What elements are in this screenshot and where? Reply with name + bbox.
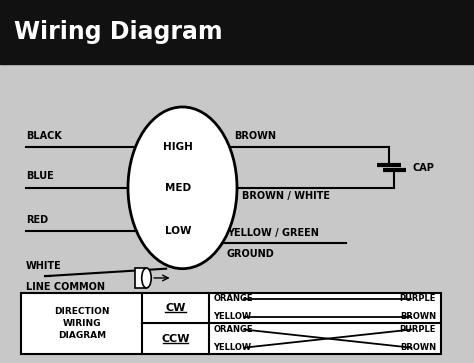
Text: CW: CW [165,303,185,313]
Text: DIRECTION
WIRING
DIAGRAM: DIRECTION WIRING DIAGRAM [54,307,109,340]
Text: MED: MED [164,183,191,193]
Bar [0,64,474,363]
Text: YELLOW: YELLOW [213,313,251,322]
Text: LOW: LOW [164,226,191,236]
Text: RED: RED [26,215,48,225]
Text: GROUND: GROUND [227,249,275,259]
Text: CAP: CAP [412,163,434,172]
Text: BROWN: BROWN [235,131,276,141]
Text: ORANGE: ORANGE [213,294,253,303]
Bar [135,268,146,288]
Text: BROWN / WHITE: BROWN / WHITE [242,191,330,201]
Text: BROWN: BROWN [400,343,436,352]
Text: PURPLE: PURPLE [400,294,436,303]
Ellipse shape [128,107,237,269]
Ellipse shape [142,268,151,288]
Text: ORANGE: ORANGE [213,325,253,334]
Text: Wiring Diagram: Wiring Diagram [14,20,223,44]
Text: HIGH: HIGH [163,142,193,152]
Text: BLUE: BLUE [26,171,54,181]
Text: YELLOW / GREEN: YELLOW / GREEN [227,228,319,238]
Bar [21,293,441,354]
Text: BROWN: BROWN [400,313,436,322]
Text: WHITE: WHITE [26,261,62,271]
Text: PURPLE: PURPLE [400,325,436,334]
Text: CCW: CCW [161,334,190,344]
Text: LINE COMMON: LINE COMMON [26,282,105,291]
Text: YELLOW: YELLOW [213,343,251,352]
Text: BLACK: BLACK [26,131,62,141]
Bar [0,0,474,64]
